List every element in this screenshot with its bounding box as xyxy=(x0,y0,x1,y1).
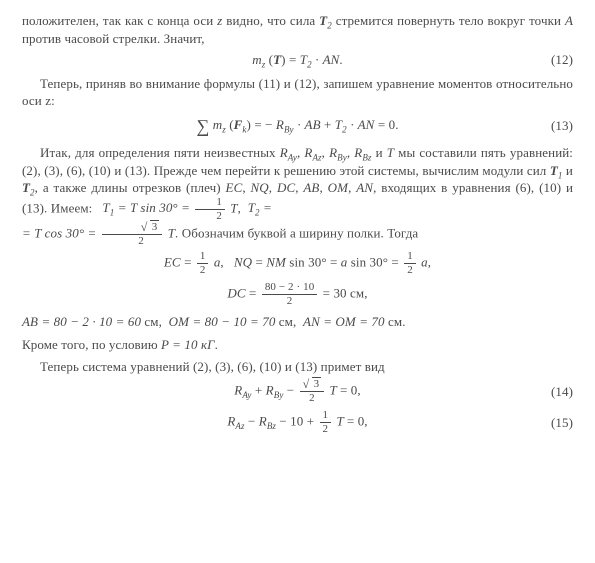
equation-ec-nq: EC = 12 a, NQ = NM sin 30° = a sin 30° =… xyxy=(22,251,573,276)
text: Обозначим буквой a ширину полки. Тогда xyxy=(178,225,418,240)
equation-14-num: (14) xyxy=(533,383,573,401)
equation-14: RAy + RBy − 32 T = 0, (14) xyxy=(22,379,573,404)
equation-14-body: RAy + RBy − 32 T = 0, xyxy=(62,379,533,404)
text: положителен, так как с конца оси xyxy=(22,13,217,28)
dc-denominator: 2 xyxy=(262,295,317,307)
equation-15-num: (15) xyxy=(533,414,573,432)
paragraph-3: Итак, для определения пяти неизвестных R… xyxy=(22,144,573,247)
equation-13-num: (13) xyxy=(533,117,573,135)
equation-12-num: (12) xyxy=(533,51,573,69)
text: Теперь, приняв во внимание формулы (11) … xyxy=(22,76,573,109)
text: Теперь система уравнений (2), (3), (6), … xyxy=(40,359,385,374)
paragraph-1: положителен, так как с конца оси z видно… xyxy=(22,12,573,47)
equation-dc: DC = 80 − 2 · 102 = 30 см, xyxy=(22,282,573,307)
equation-ab-om-an: AB = 80 − 2 · 10 = 60 см, OM = 80 − 10 =… xyxy=(22,313,573,331)
equation-12-body: mz (T) = T2 · AN. xyxy=(62,51,533,69)
equation-13: ∑ mz (Fk) = − RBy · AB + T2 · AN = 0. (1… xyxy=(22,114,573,138)
equation-15-body: RAz − RBz − 10 + 12 T = 0, xyxy=(62,410,533,435)
paragraph-5: Теперь система уравнений (2), (3), (6), … xyxy=(22,358,573,376)
dc-numerator: 80 − 2 · 10 xyxy=(262,282,317,295)
paragraph-2: Теперь, приняв во внимание формулы (11) … xyxy=(22,75,573,110)
equation-13-body: ∑ mz (Fk) = − RBy · AB + T2 · AN = 0. xyxy=(62,114,533,138)
paragraph-4: Кроме того, по условию P = 10 кГ. xyxy=(22,336,573,354)
equation-15: RAz − RBz − 10 + 12 T = 0, (15) xyxy=(22,410,573,435)
dc-result: 30 см, xyxy=(333,285,367,300)
equation-12: mz (T) = T2 · AN. (12) xyxy=(22,51,573,69)
